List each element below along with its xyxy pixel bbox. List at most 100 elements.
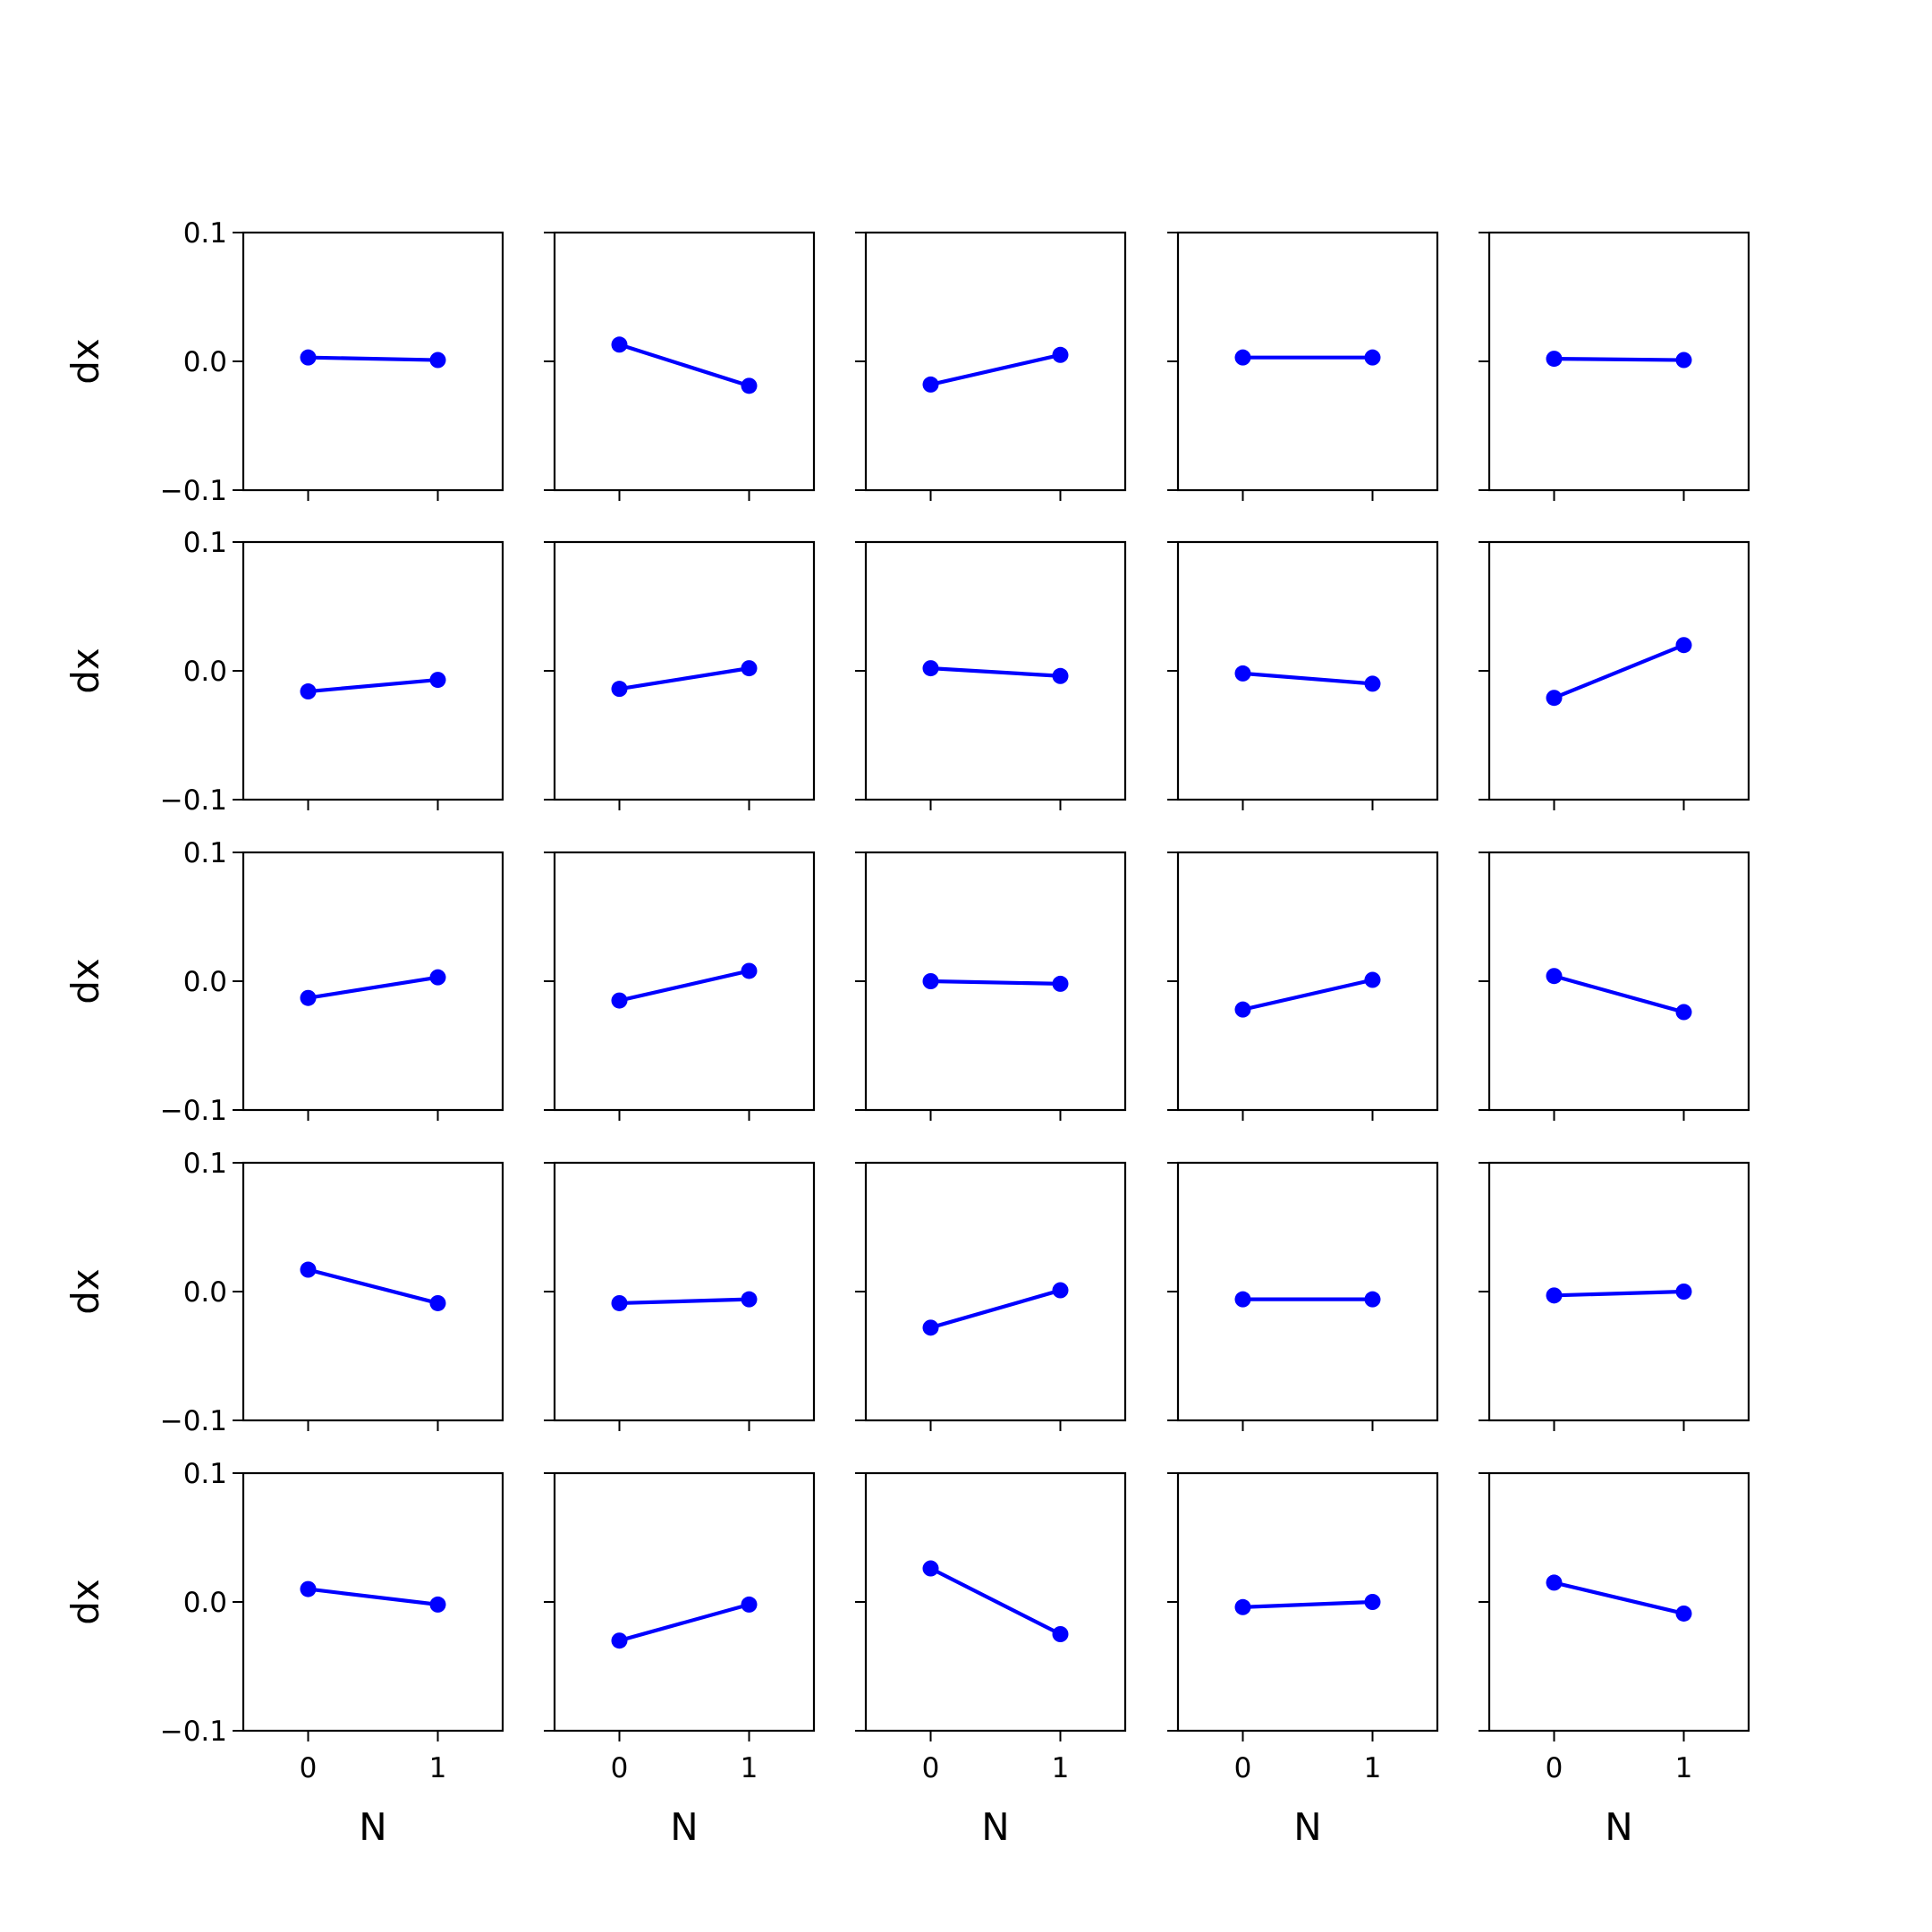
series-line — [308, 677, 438, 694]
data-point — [1052, 667, 1069, 684]
data-point — [741, 660, 758, 677]
series-line — [619, 666, 750, 691]
data-point — [1234, 1001, 1251, 1018]
series-line — [308, 1587, 438, 1606]
x-tick-label: 1 — [1675, 1752, 1693, 1784]
data-point — [1364, 971, 1381, 988]
subplot-frame — [1176, 540, 1439, 801]
x-axis-label: N — [1293, 1805, 1321, 1849]
data-point — [300, 683, 317, 700]
y-tick-label: 0.0 — [183, 1587, 227, 1619]
series-line — [619, 1297, 750, 1306]
data-point — [1546, 1574, 1563, 1591]
subplot-frame — [242, 1161, 504, 1422]
subplot-frame — [1176, 851, 1439, 1112]
x-axis-label: N — [1605, 1805, 1632, 1849]
data-point — [922, 1319, 939, 1336]
subplot-frame — [1487, 1471, 1750, 1733]
data-point — [1546, 690, 1563, 707]
data-point — [1675, 1284, 1692, 1300]
series-line — [1553, 974, 1685, 1014]
y-axis-label: dx — [64, 648, 107, 694]
data-point — [922, 376, 939, 393]
data-point — [1364, 675, 1381, 692]
data-point — [611, 1632, 628, 1649]
series-line — [930, 979, 1061, 986]
data-point — [1675, 1605, 1692, 1622]
y-tick-label: −0.1 — [160, 1716, 227, 1748]
y-tick-label: 0.0 — [183, 656, 227, 688]
data-point — [429, 672, 446, 689]
y-tick-label: −0.1 — [160, 784, 227, 817]
subplot-frame — [242, 1471, 504, 1733]
data-point — [922, 1560, 939, 1577]
subplot-frame — [1176, 1471, 1439, 1733]
x-tick-label: 1 — [741, 1752, 758, 1784]
data-point — [300, 349, 317, 366]
data-point — [429, 1596, 446, 1613]
x-axis-label: N — [670, 1805, 698, 1849]
data-point — [1546, 1287, 1563, 1304]
series-line — [1242, 671, 1373, 686]
series-line — [618, 343, 750, 388]
series-line — [929, 1566, 1062, 1636]
series-line — [1242, 1599, 1373, 1609]
data-point — [1052, 1282, 1069, 1299]
data-point — [1234, 1291, 1251, 1308]
data-point — [611, 992, 628, 1009]
series-line — [1554, 357, 1684, 362]
subplot-frame — [864, 231, 1127, 492]
subplot-frame — [553, 851, 816, 1112]
data-point — [1052, 1626, 1069, 1642]
series-line — [308, 355, 438, 362]
x-axis-label: N — [981, 1805, 1009, 1849]
data-point — [429, 352, 446, 369]
x-tick-label: 0 — [611, 1752, 629, 1784]
data-point — [741, 377, 758, 394]
data-point — [1052, 975, 1069, 992]
data-point — [300, 1261, 317, 1278]
data-point — [429, 969, 446, 986]
y-tick-label: 0.1 — [183, 1458, 227, 1490]
data-point — [741, 1291, 758, 1308]
series-line — [618, 1602, 750, 1643]
subplot-frame — [1176, 1161, 1439, 1422]
data-point — [1675, 352, 1692, 369]
data-point — [922, 660, 939, 677]
data-point — [1546, 351, 1563, 368]
data-point — [611, 336, 628, 353]
y-tick-label: 0.1 — [183, 217, 227, 250]
data-point — [1364, 1594, 1381, 1610]
y-tick-label: 0.0 — [183, 346, 227, 378]
y-axis-label: dx — [64, 338, 107, 385]
y-tick-label: 0.1 — [183, 1148, 227, 1180]
x-tick-label: 0 — [1234, 1752, 1252, 1784]
data-point — [1675, 637, 1692, 654]
series-line — [307, 1267, 439, 1305]
subplot-frame — [1487, 851, 1750, 1112]
data-point — [300, 1580, 317, 1597]
data-point — [741, 1596, 758, 1613]
y-tick-label: −0.1 — [160, 1405, 227, 1437]
x-tick-label: 1 — [1364, 1752, 1382, 1784]
data-point — [922, 973, 939, 989]
x-tick-label: 0 — [922, 1752, 940, 1784]
y-axis-label: dx — [64, 1579, 107, 1625]
y-axis-label: dx — [64, 1268, 107, 1315]
series-line — [619, 969, 750, 1003]
data-point — [1364, 349, 1381, 366]
y-tick-label: 0.1 — [183, 527, 227, 559]
subplot-frame — [242, 231, 504, 492]
data-point — [300, 989, 317, 1006]
y-tick-label: 0.0 — [183, 966, 227, 998]
x-tick-label: 1 — [429, 1752, 447, 1784]
subplot-frame — [242, 540, 504, 801]
y-tick-label: −0.1 — [160, 475, 227, 507]
subplot-frame — [553, 1161, 816, 1422]
data-point — [1234, 349, 1251, 366]
subplot-frame — [1487, 231, 1750, 492]
data-point — [1234, 665, 1251, 682]
data-point — [1675, 1004, 1692, 1021]
data-point — [1052, 346, 1069, 363]
